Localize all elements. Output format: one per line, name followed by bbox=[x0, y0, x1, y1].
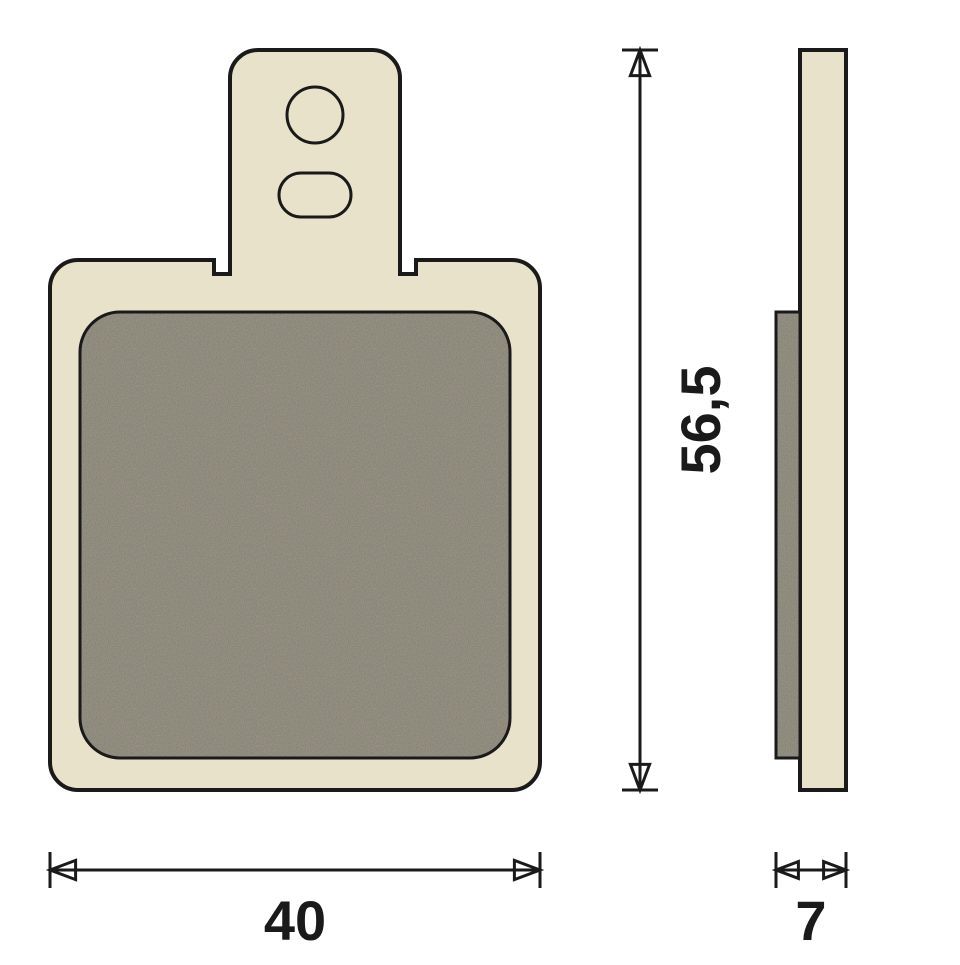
brake-pad-side-view bbox=[776, 50, 846, 790]
dimension-width-label: 40 bbox=[264, 889, 326, 952]
diagram-canvas: 56,5 40 7 bbox=[0, 0, 960, 960]
friction-surface-side bbox=[776, 312, 800, 758]
mounting-hole bbox=[287, 87, 343, 143]
dimension-width: 40 bbox=[50, 852, 540, 952]
technical-drawing: 56,5 40 7 bbox=[0, 0, 960, 960]
dimension-height-label: 56,5 bbox=[669, 366, 732, 475]
dimension-height: 56,5 bbox=[622, 50, 732, 790]
dimension-thickness: 7 bbox=[776, 852, 846, 952]
brake-pad-front-view bbox=[50, 50, 540, 790]
dimension-thickness-label: 7 bbox=[795, 889, 826, 952]
backing-plate-side bbox=[800, 50, 846, 790]
friction-surface-front bbox=[80, 312, 510, 758]
mounting-slot bbox=[279, 173, 351, 217]
